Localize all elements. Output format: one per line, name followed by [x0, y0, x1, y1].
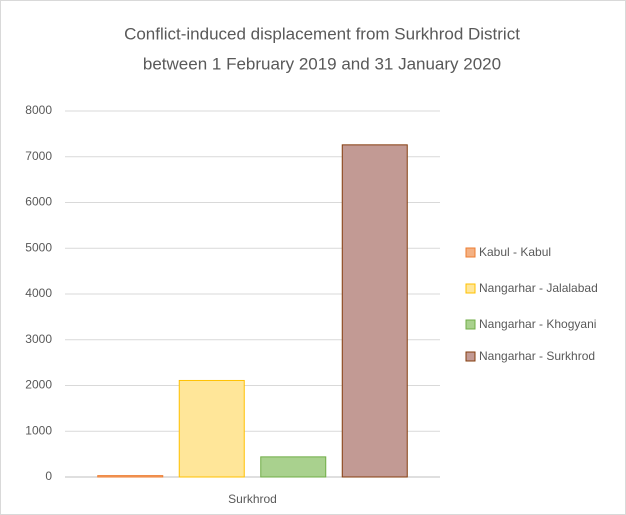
legend-label: Nangarhar - Jalalabad — [479, 281, 598, 295]
chart-title: Conflict-induced displacement from Surkh… — [124, 24, 520, 43]
bar — [260, 456, 327, 478]
y-tick-label: 1000 — [25, 423, 52, 437]
chart-title: between 1 February 2019 and 31 January 2… — [143, 54, 501, 73]
y-tick-label: 3000 — [25, 332, 52, 346]
legend-swatch — [465, 247, 476, 258]
y-tick-label: 7000 — [25, 149, 52, 163]
legend-label: Nangarhar - Surkhrod — [479, 349, 595, 363]
legend-swatch — [465, 351, 476, 362]
bar — [341, 144, 408, 478]
y-tick-label: 8000 — [25, 103, 52, 117]
bar — [97, 475, 164, 478]
legend-label: Nangarhar - Khogyani — [479, 317, 596, 331]
legend-label: Kabul - Kabul — [479, 245, 551, 259]
legend-swatch — [465, 283, 476, 294]
y-tick-label: 4000 — [25, 286, 52, 300]
y-tick-label: 6000 — [25, 195, 52, 209]
y-tick-label: 5000 — [25, 240, 52, 254]
y-tick-label: 2000 — [25, 378, 52, 392]
y-tick-label: 0 — [45, 469, 52, 483]
bar — [178, 379, 245, 478]
x-tick-label: Surkhrod — [228, 492, 277, 506]
legend-swatch — [465, 319, 476, 330]
